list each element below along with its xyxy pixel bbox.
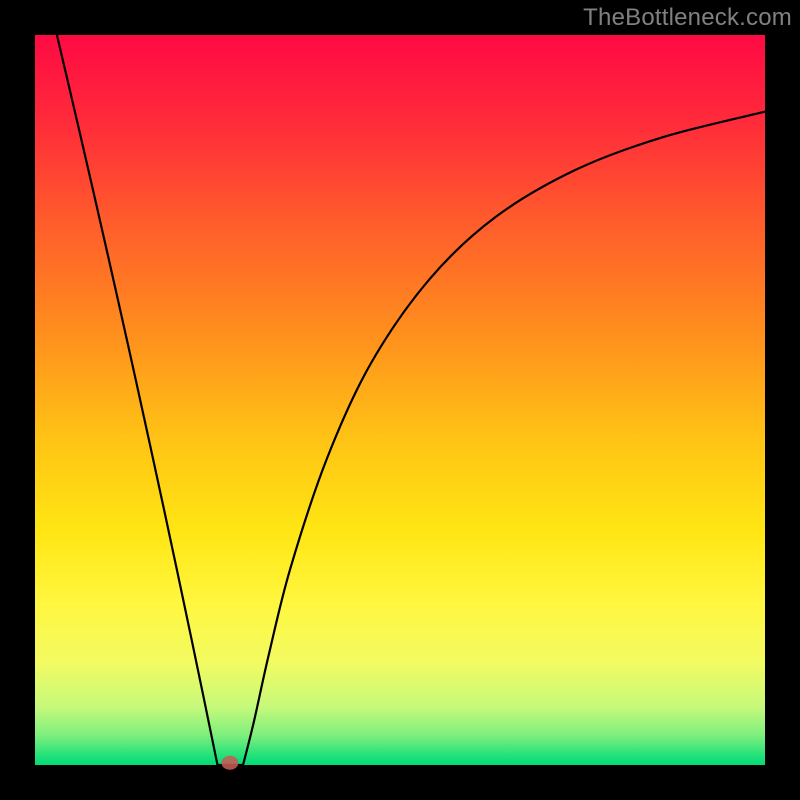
bottleneck-chart	[0, 0, 800, 800]
watermark-text: TheBottleneck.com	[583, 4, 792, 32]
plot-background	[35, 35, 765, 765]
optimum-marker	[221, 756, 238, 770]
chart-stage: TheBottleneck.com	[0, 0, 800, 800]
